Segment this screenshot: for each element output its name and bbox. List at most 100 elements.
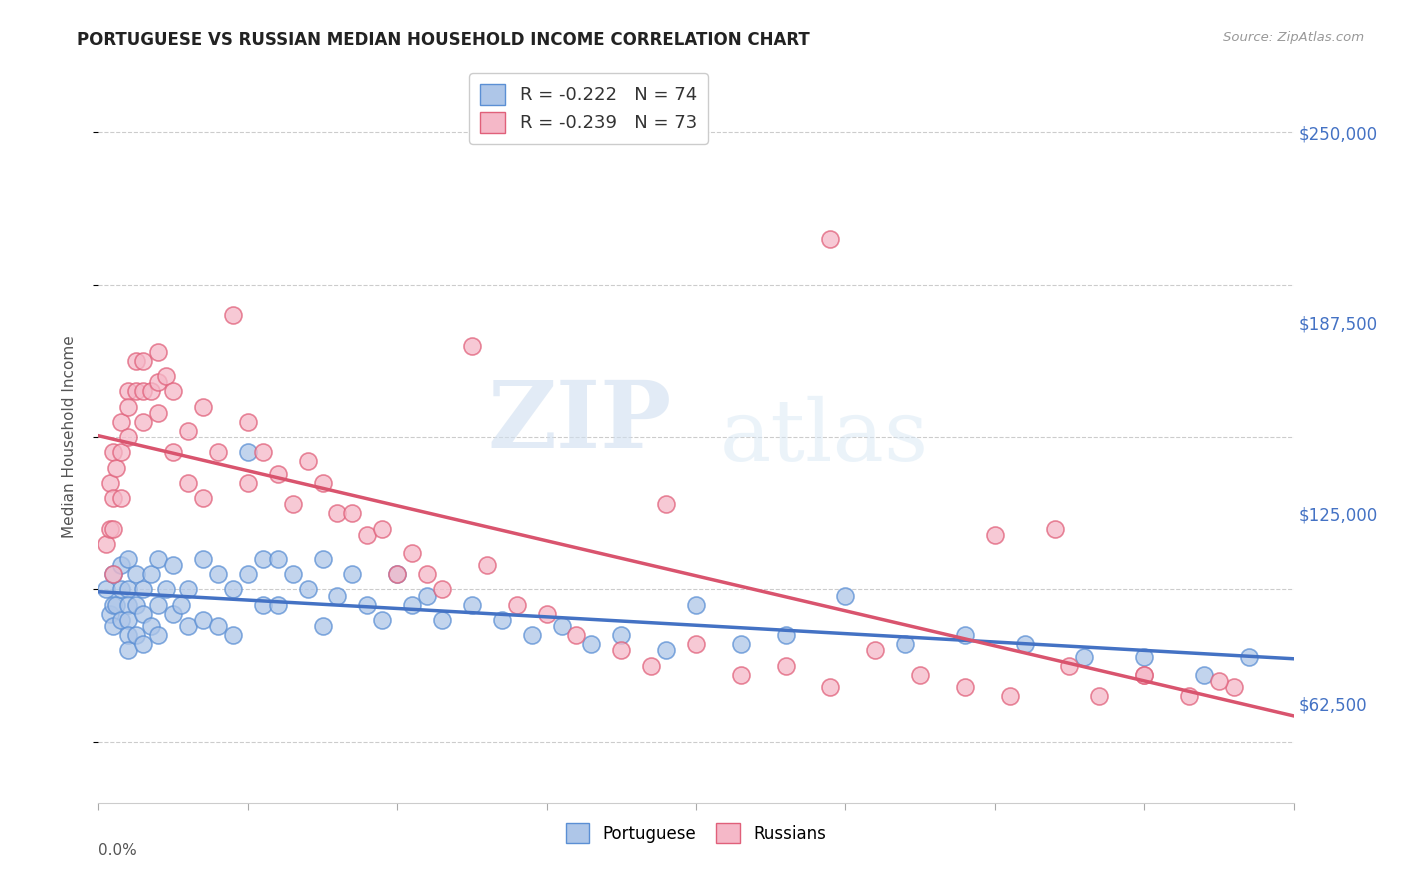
Point	[162, 445, 184, 459]
Point	[103, 521, 125, 535]
Point	[132, 607, 155, 621]
Point	[655, 643, 678, 657]
Point	[103, 598, 125, 612]
Point	[401, 546, 423, 560]
Point	[356, 598, 378, 612]
Point	[610, 628, 633, 642]
Point	[1223, 680, 1246, 694]
Text: PORTUGUESE VS RUSSIAN MEDIAN HOUSEHOLD INCOME CORRELATION CHART: PORTUGUESE VS RUSSIAN MEDIAN HOUSEHOLD I…	[77, 31, 810, 49]
Point	[565, 628, 588, 642]
Point	[685, 637, 707, 651]
Point	[520, 628, 543, 642]
Point	[132, 384, 155, 399]
Point	[148, 598, 170, 612]
Point	[1073, 649, 1095, 664]
Point	[125, 354, 148, 368]
Point	[730, 637, 752, 651]
Y-axis label: Median Household Income: Median Household Income	[62, 335, 77, 539]
Point	[550, 619, 572, 633]
Point	[117, 552, 139, 566]
Point	[775, 658, 797, 673]
Point	[105, 598, 128, 612]
Point	[117, 598, 139, 612]
Point	[132, 637, 155, 651]
Point	[110, 445, 132, 459]
Point	[730, 667, 752, 681]
Point	[281, 497, 304, 511]
Point	[491, 613, 513, 627]
Point	[155, 582, 177, 597]
Point	[865, 643, 887, 657]
Point	[998, 689, 1021, 703]
Point	[110, 491, 132, 505]
Point	[103, 567, 125, 582]
Point	[775, 628, 797, 642]
Point	[1133, 667, 1156, 681]
Point	[506, 598, 529, 612]
Point	[640, 658, 662, 673]
Point	[326, 506, 349, 520]
Point	[98, 475, 122, 490]
Point	[94, 537, 117, 551]
Point	[94, 582, 117, 597]
Point	[222, 308, 245, 322]
Point	[834, 589, 856, 603]
Point	[148, 552, 170, 566]
Point	[148, 628, 170, 642]
Point	[110, 613, 132, 627]
Point	[132, 415, 155, 429]
Point	[311, 619, 333, 633]
Point	[1043, 521, 1066, 535]
Point	[1192, 667, 1215, 681]
Point	[125, 567, 148, 582]
Point	[139, 567, 162, 582]
Point	[103, 567, 125, 582]
Point	[125, 384, 148, 399]
Point	[326, 589, 349, 603]
Point	[98, 607, 122, 621]
Point	[416, 567, 439, 582]
Point	[132, 582, 155, 597]
Point	[177, 582, 200, 597]
Point	[207, 619, 229, 633]
Point	[110, 582, 132, 597]
Point	[610, 643, 633, 657]
Point	[169, 598, 191, 612]
Point	[461, 338, 484, 352]
Text: atlas: atlas	[720, 395, 929, 479]
Point	[984, 527, 1007, 541]
Point	[371, 521, 394, 535]
Point	[148, 406, 170, 420]
Point	[125, 598, 148, 612]
Point	[267, 598, 290, 612]
Point	[475, 558, 498, 573]
Point	[236, 415, 259, 429]
Point	[342, 567, 364, 582]
Point	[297, 454, 319, 468]
Point	[1133, 667, 1156, 681]
Point	[385, 567, 409, 582]
Point	[1059, 658, 1081, 673]
Point	[177, 424, 200, 438]
Point	[371, 613, 394, 627]
Point	[655, 497, 678, 511]
Point	[110, 415, 132, 429]
Point	[581, 637, 603, 651]
Point	[1208, 673, 1230, 688]
Point	[117, 400, 139, 414]
Point	[98, 521, 122, 535]
Point	[252, 552, 274, 566]
Point	[908, 667, 931, 681]
Point	[953, 680, 976, 694]
Point	[117, 613, 139, 627]
Point	[385, 567, 409, 582]
Point	[117, 582, 139, 597]
Point	[1237, 649, 1260, 664]
Point	[117, 430, 139, 444]
Text: Source: ZipAtlas.com: Source: ZipAtlas.com	[1223, 31, 1364, 45]
Point	[191, 552, 214, 566]
Point	[117, 643, 139, 657]
Text: 0.0%: 0.0%	[98, 843, 138, 858]
Point	[1014, 637, 1036, 651]
Point	[267, 552, 290, 566]
